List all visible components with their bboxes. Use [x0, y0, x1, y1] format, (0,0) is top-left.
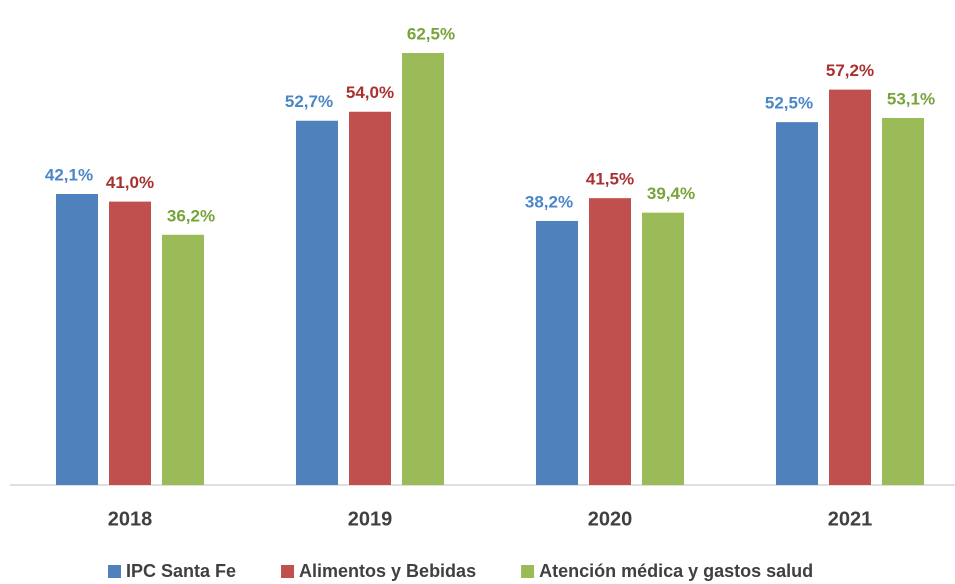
x-tick-label: 2020	[588, 508, 633, 530]
bar	[882, 117, 924, 485]
bar	[589, 198, 631, 486]
data-label: 53,1%	[887, 89, 935, 108]
data-label: 42,1%	[45, 165, 93, 184]
legend-label: IPC Santa Fe	[126, 561, 236, 581]
data-label: 54,0%	[346, 83, 394, 102]
data-label: 62,5%	[407, 24, 455, 43]
bar	[402, 53, 444, 485]
x-tick-label: 2018	[108, 508, 153, 530]
data-label: 41,5%	[586, 170, 634, 189]
data-label: 52,7%	[285, 92, 333, 111]
legend-label: Atención médica y gastos salud	[539, 561, 813, 581]
data-label: 52,5%	[765, 94, 813, 113]
bar	[776, 122, 818, 486]
bar	[296, 120, 338, 485]
legend-swatch	[521, 565, 535, 578]
data-label: 39,4%	[647, 184, 695, 203]
legend-swatch	[108, 565, 121, 578]
bar	[109, 201, 151, 485]
data-label: 36,2%	[167, 206, 215, 225]
data-label: 41,0%	[106, 173, 154, 192]
bar	[829, 89, 871, 485]
legend-swatch	[281, 565, 295, 578]
legend-label: Alimentos y Bebidas	[299, 561, 476, 581]
data-label: 38,2%	[525, 192, 573, 211]
bar	[642, 212, 684, 485]
x-tick-label: 2021	[828, 508, 873, 530]
data-label: 57,2%	[826, 61, 874, 80]
bar	[56, 194, 98, 485]
bar	[536, 220, 578, 485]
x-tick-label: 2019	[348, 508, 393, 530]
bar	[162, 234, 204, 485]
bar	[349, 111, 391, 485]
